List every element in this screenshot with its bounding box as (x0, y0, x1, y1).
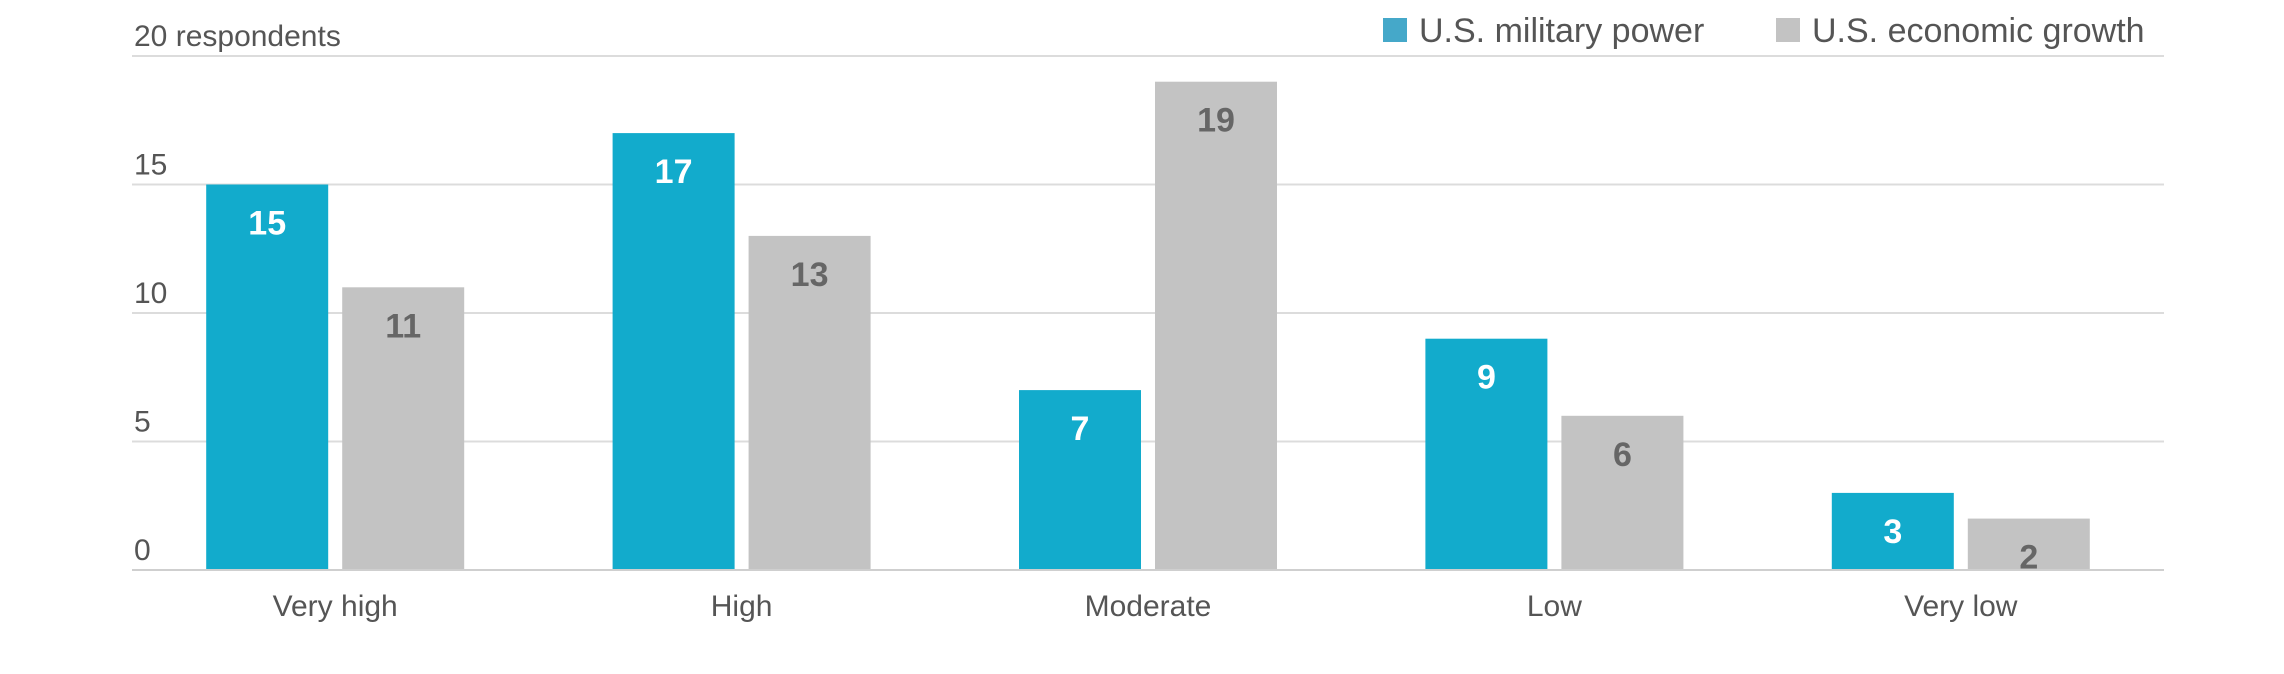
bar-economic-growth (1561, 415, 1684, 570)
legend-swatch (1776, 18, 1800, 42)
x-tick-label: Low (1527, 590, 1582, 623)
bar-military-power (206, 184, 329, 570)
x-tick-label: Very low (1904, 590, 2018, 623)
bars (206, 81, 2090, 570)
axes: 0 5 10 15 20 respondents Very high High Moderat… (132, 20, 2164, 623)
bar-value-label: 6 (1613, 436, 1632, 474)
bar-economic-growth (1155, 81, 1277, 570)
bar-military-power (612, 133, 735, 570)
gridlines (132, 55, 2164, 443)
x-tick-label: Moderate (1085, 590, 1212, 623)
y-tick-label: 10 (134, 277, 167, 310)
bar-military-power (1831, 492, 1954, 570)
y-tick-label: 5 (134, 406, 151, 439)
bar-economic-growth (1967, 518, 2090, 570)
bar-value-label: 2 (2019, 539, 2038, 577)
bar-value-label: 7 (1071, 410, 1090, 448)
y-tick-label: 20 respondents (134, 20, 341, 53)
bar-value-label: 17 (655, 153, 693, 191)
bar-economic-growth (748, 235, 871, 570)
legend-label: U.S. military power (1419, 12, 1704, 50)
x-tick-label: Very high (273, 590, 398, 623)
bar-value-label: 13 (791, 256, 829, 294)
legend-swatch (1383, 18, 1407, 42)
legend-item-military-power: U.S. military power (1383, 12, 1704, 50)
y-tick-label: 15 (134, 149, 167, 182)
x-tick-label: High (711, 590, 773, 623)
y-tick-label: 0 (134, 534, 151, 567)
bar-value-label: 9 (1477, 359, 1496, 397)
bar-military-power (1425, 338, 1548, 570)
bar-military-power (1019, 390, 1141, 570)
bar-value-label: 11 (385, 307, 421, 345)
legend-item-economic-growth: U.S. economic growth (1776, 12, 2145, 50)
bar-economic-growth (342, 287, 465, 570)
legend: U.S. military power U.S. economic growth (1383, 12, 2145, 50)
bar-value-label: 3 (1883, 513, 1902, 551)
bar-value-label: 15 (248, 205, 286, 243)
bar-value-label: 19 (1197, 102, 1235, 140)
value-labels: 15 11 17 13 7 19 9 6 3 2 (248, 102, 2038, 577)
legend-label: U.S. economic growth (1812, 12, 2145, 50)
